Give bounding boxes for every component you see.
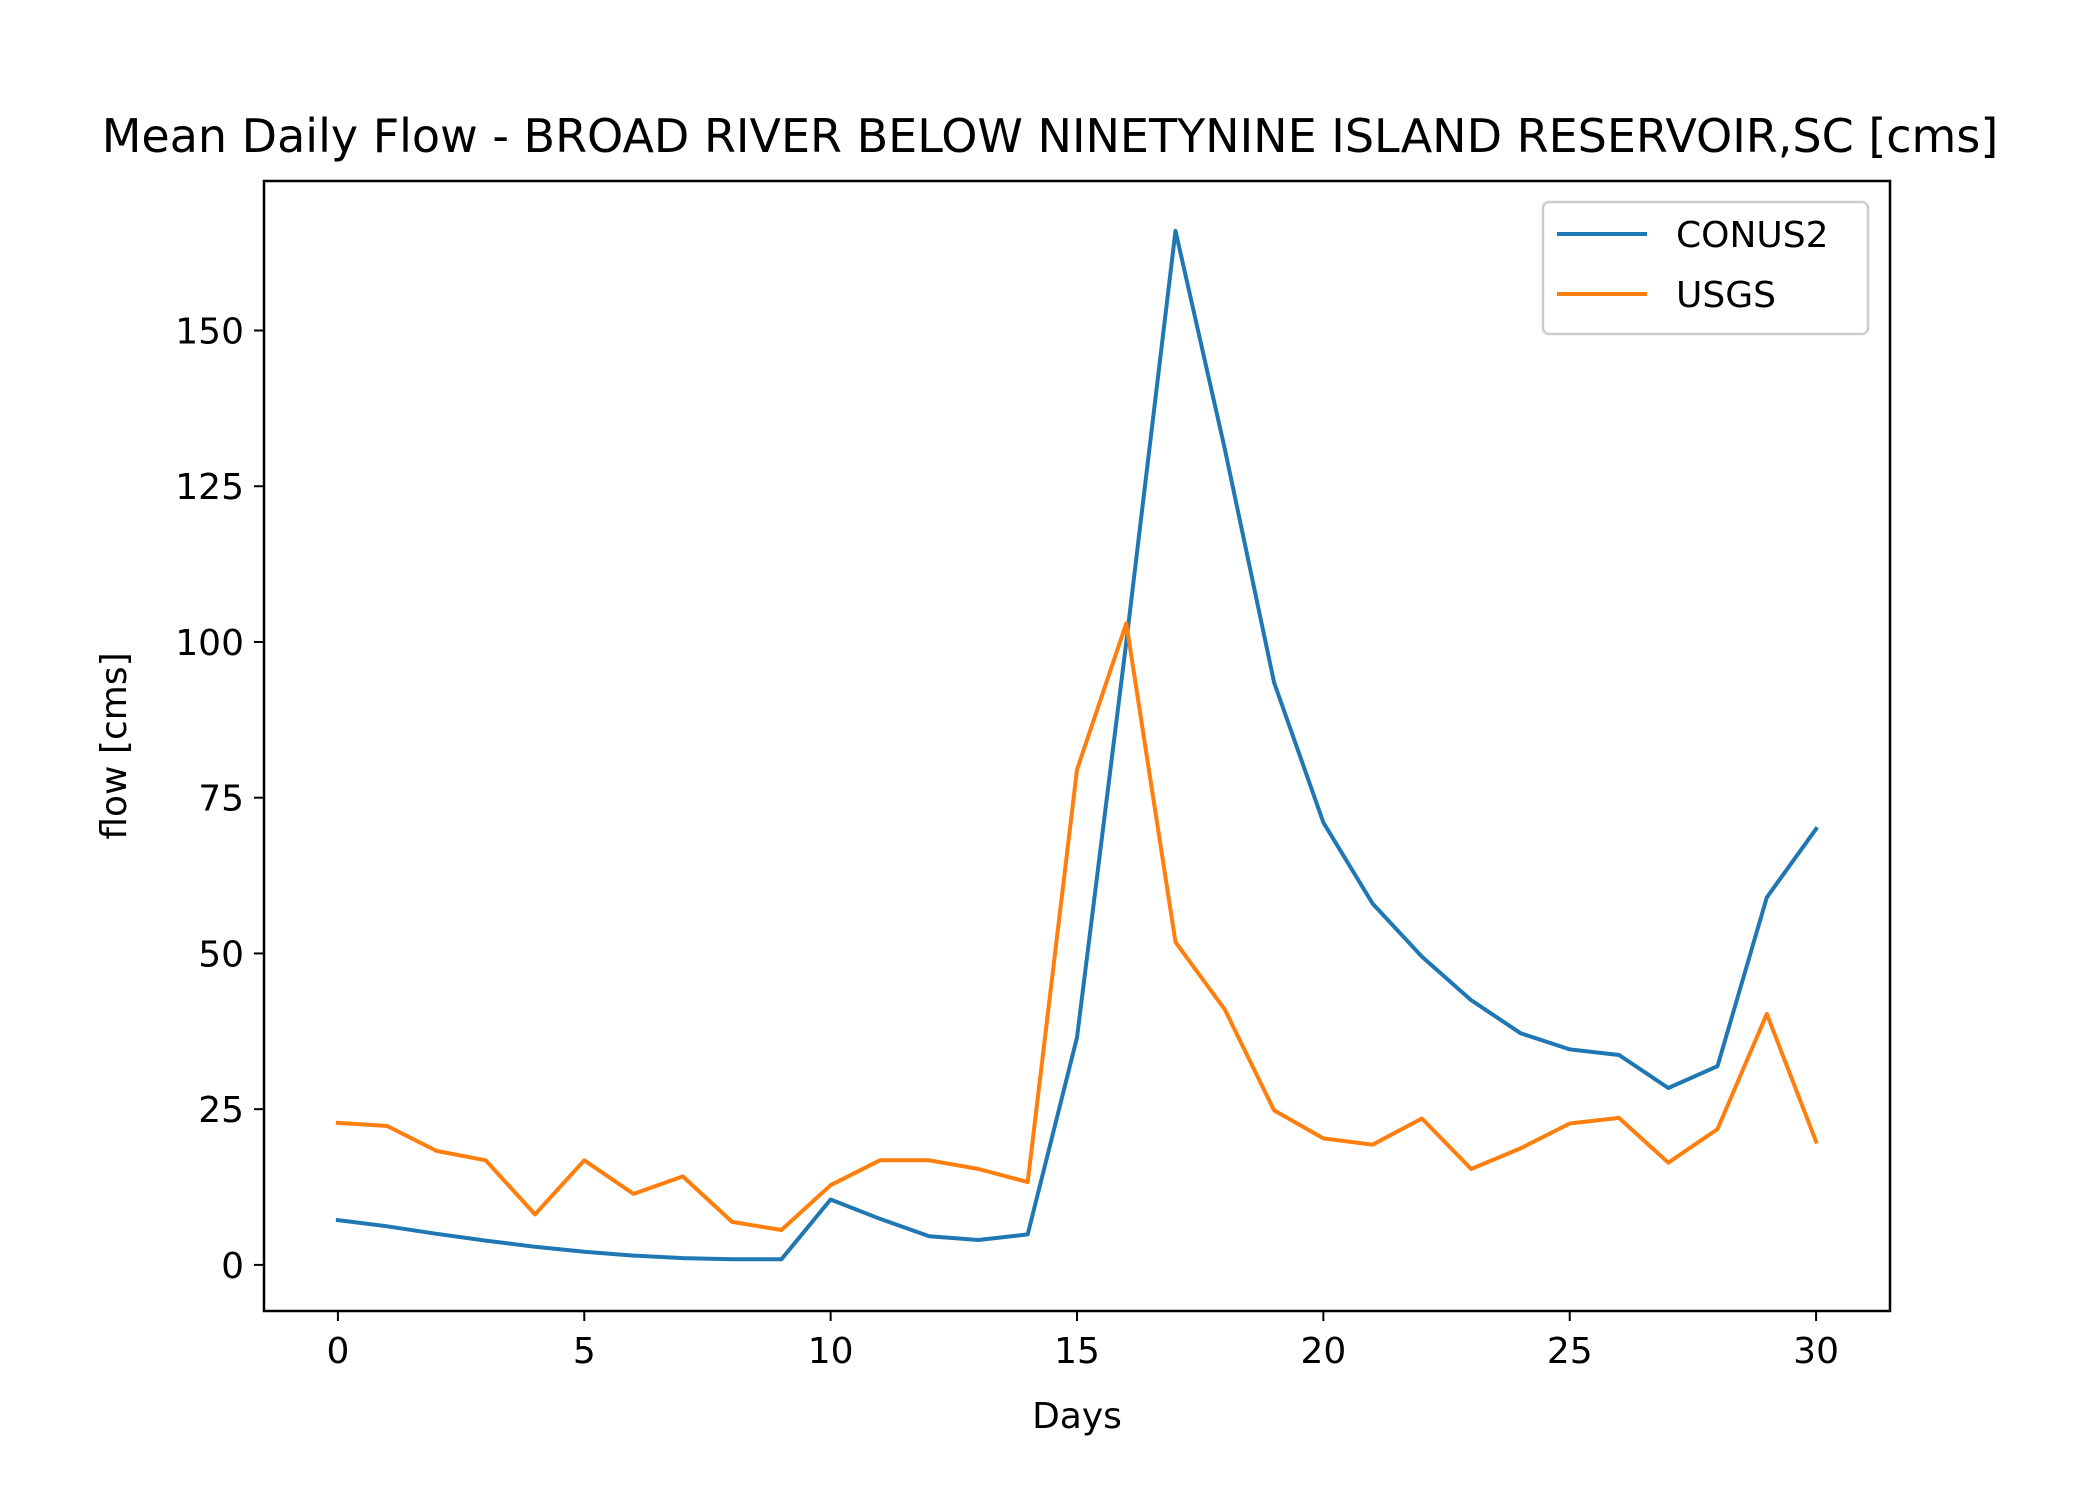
y-tick-label-125: 125 bbox=[175, 467, 244, 508]
legend: CONUS2 USGS bbox=[1541, 200, 1870, 336]
x-tick-label-10: 10 bbox=[808, 1331, 854, 1372]
y-tick-label-75: 75 bbox=[198, 779, 244, 820]
x-tick-label-25: 25 bbox=[1547, 1331, 1593, 1372]
x-tick-label-5: 5 bbox=[573, 1331, 596, 1372]
x-tick-label-30: 30 bbox=[1793, 1331, 1839, 1372]
legend-label-usgs: USGS bbox=[1676, 275, 1776, 316]
chart-title: Mean Daily Flow - BROAD RIVER BELOW NINE… bbox=[102, 109, 1999, 163]
series-line-usgs bbox=[335, 621, 1819, 1232]
x-axis: 0 5 10 15 20 25 30 bbox=[326, 1311, 1839, 1372]
y-tick-label-25: 25 bbox=[198, 1090, 244, 1131]
series-line-conus2 bbox=[335, 228, 1819, 1262]
y-tick-label-50: 50 bbox=[198, 934, 244, 975]
y-tick-label-150: 150 bbox=[175, 312, 244, 353]
x-tick-label-15: 15 bbox=[1054, 1331, 1100, 1372]
y-tick-label-0: 0 bbox=[221, 1246, 244, 1287]
legend-label-conus2: CONUS2 bbox=[1676, 215, 1829, 256]
x-tick-label-20: 20 bbox=[1300, 1331, 1346, 1372]
x-axis-label: Days bbox=[1032, 1396, 1122, 1437]
y-tick-label-100: 100 bbox=[175, 623, 244, 664]
series-layer bbox=[335, 228, 1819, 1262]
y-axis-label: flow [cms] bbox=[94, 652, 135, 839]
x-tick-label-0: 0 bbox=[326, 1331, 349, 1372]
y-axis: 0 25 50 75 100 125 150 bbox=[175, 312, 264, 1287]
